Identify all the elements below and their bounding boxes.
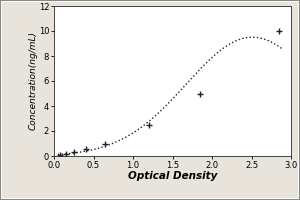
- X-axis label: Optical Density: Optical Density: [128, 171, 217, 181]
- Y-axis label: Concentration(ng/mL): Concentration(ng/mL): [28, 31, 37, 130]
